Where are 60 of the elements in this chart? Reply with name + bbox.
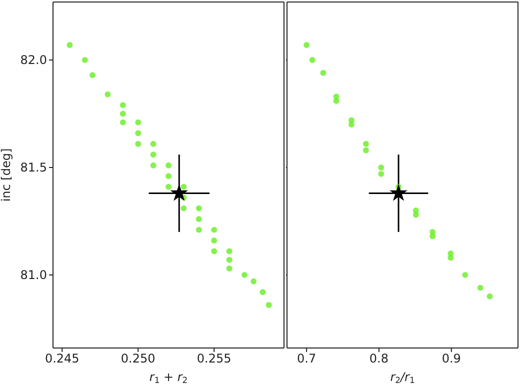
- point: [135, 140, 142, 147]
- point: [166, 184, 172, 190]
- y-tick-label: 81.5: [20, 160, 47, 174]
- x-tick-label: 0.255: [196, 352, 232, 366]
- point: [348, 117, 354, 124]
- point: [150, 152, 156, 158]
- point: [180, 205, 187, 212]
- point: [378, 170, 384, 177]
- point: [170, 184, 188, 201]
- y-axis-title: inc [deg]: [0, 148, 13, 202]
- point: [250, 278, 257, 284]
- point: [242, 272, 248, 278]
- point: [333, 94, 340, 100]
- point: [320, 70, 326, 76]
- x-tick-label: 0.8: [369, 352, 389, 366]
- point: [120, 110, 126, 117]
- point: [180, 184, 187, 190]
- point: [120, 119, 126, 126]
- point: [486, 293, 493, 300]
- x-tick-label: 0.9: [442, 352, 461, 366]
- point: [196, 205, 202, 212]
- point: [90, 72, 96, 78]
- y-tick-label: 82.0: [20, 53, 47, 68]
- point: [135, 130, 142, 136]
- point: [448, 250, 454, 256]
- point: [362, 147, 369, 154]
- x-axis-title: r$_{1}$ + r$_{2}$: [149, 370, 188, 384]
- point: [104, 91, 111, 98]
- point: [378, 164, 384, 170]
- point: [226, 266, 232, 272]
- point: [82, 57, 88, 64]
- point: [477, 284, 484, 291]
- x-axis-title: r$_{2}$/r$_{1}$: [390, 370, 415, 384]
- point: [462, 272, 468, 278]
- point: [135, 119, 142, 126]
- point: [266, 302, 272, 308]
- point: [120, 102, 126, 108]
- point: [196, 226, 202, 233]
- point: [211, 226, 218, 233]
- point: [362, 140, 369, 147]
- point: [226, 248, 232, 254]
- point: [150, 162, 156, 168]
- point: [166, 173, 172, 180]
- point: [66, 42, 73, 48]
- y-tick-label: 81.0: [20, 268, 47, 282]
- point: [196, 216, 202, 222]
- x-tick-label: 0.7: [297, 352, 316, 366]
- x-tick-label: 0.245: [44, 352, 80, 366]
- point: [260, 289, 266, 296]
- point: [150, 140, 156, 147]
- point: [390, 184, 408, 201]
- point: [430, 228, 436, 235]
- point: [309, 57, 316, 64]
- point: [226, 256, 232, 263]
- point: [211, 238, 218, 244]
- point: [412, 207, 419, 214]
- x-tick-label: 0.250: [120, 352, 156, 366]
- point: [166, 162, 172, 168]
- point: [211, 248, 218, 254]
- point: [304, 42, 310, 48]
